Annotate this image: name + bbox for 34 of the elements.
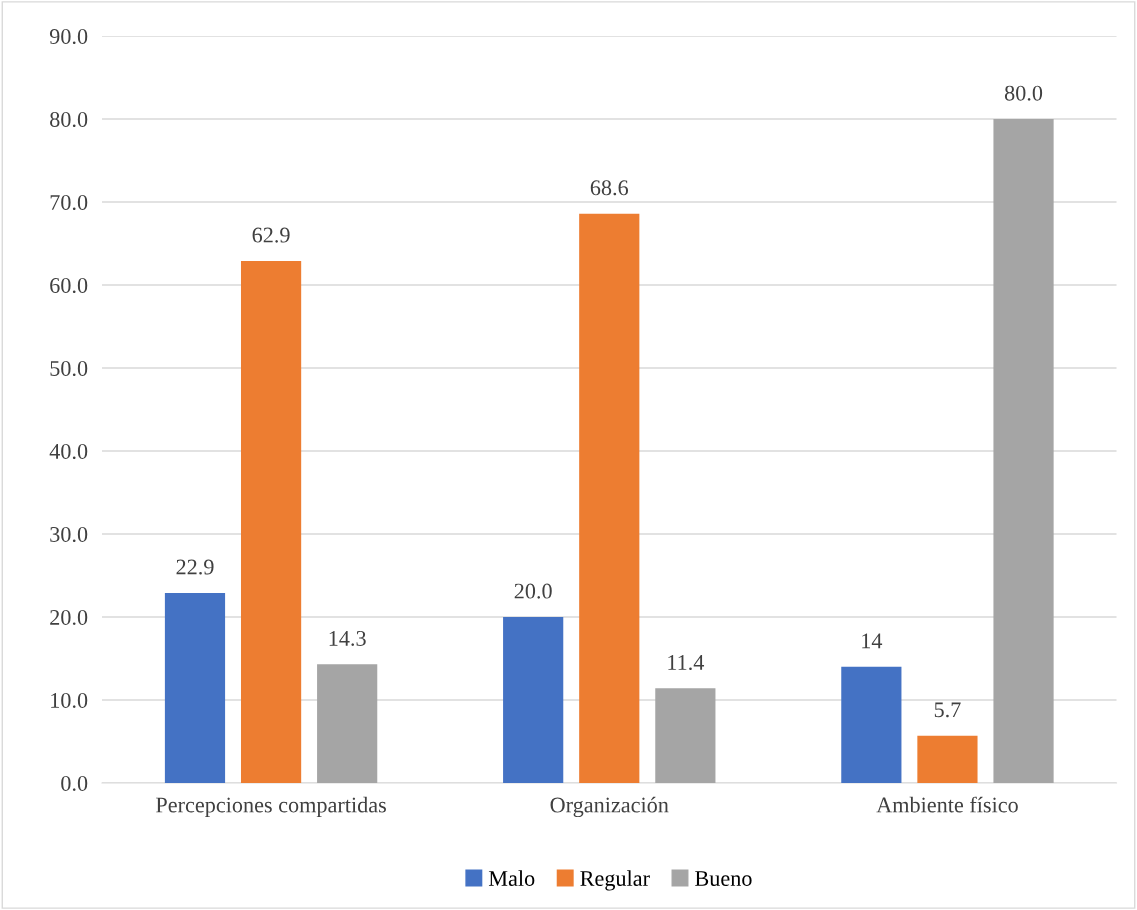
bar [841,666,902,783]
y-tick-label: 40.0 [49,443,88,460]
y-tick-label: 30.0 [50,526,88,543]
y-tick-label: 80.0 [50,111,88,128]
data-label: 14.3 [329,630,366,646]
data-label: 20.0 [514,583,552,599]
bar [240,260,302,783]
data-label: 68.6 [590,180,629,196]
data-label: 22.9 [176,559,214,575]
legend-label: Malo [488,870,535,886]
y-tick-label: 10.0 [51,692,88,708]
y-tick-label: 50.0 [50,360,88,377]
data-label: 62.9 [252,227,290,243]
bar [164,592,226,783]
y-tick-label: 70.0 [50,194,88,211]
legend-label: Regular [580,870,650,891]
bar [917,735,978,783]
y-tick-label: 90.0 [49,28,88,45]
bar [655,688,716,783]
bar [579,213,640,783]
bar [993,119,1054,783]
data-label: 14 [862,633,883,649]
y-tick-label: 20.0 [50,609,88,626]
legend-label: Bueno [695,871,752,886]
y-tick-label: 0.0 [61,775,88,791]
x-tick-label: Organización [550,796,669,818]
x-tick-label: Percepciones compartidas [156,796,386,818]
bar [503,616,564,783]
bar [317,664,378,783]
data-label: 80.0 [1004,85,1043,101]
y-tick-label: 60.0 [50,277,88,294]
x-tick-label: Ambiente físico [876,796,1018,813]
data-label: 5.7 [934,702,961,718]
data-label: 11.4 [668,655,705,671]
